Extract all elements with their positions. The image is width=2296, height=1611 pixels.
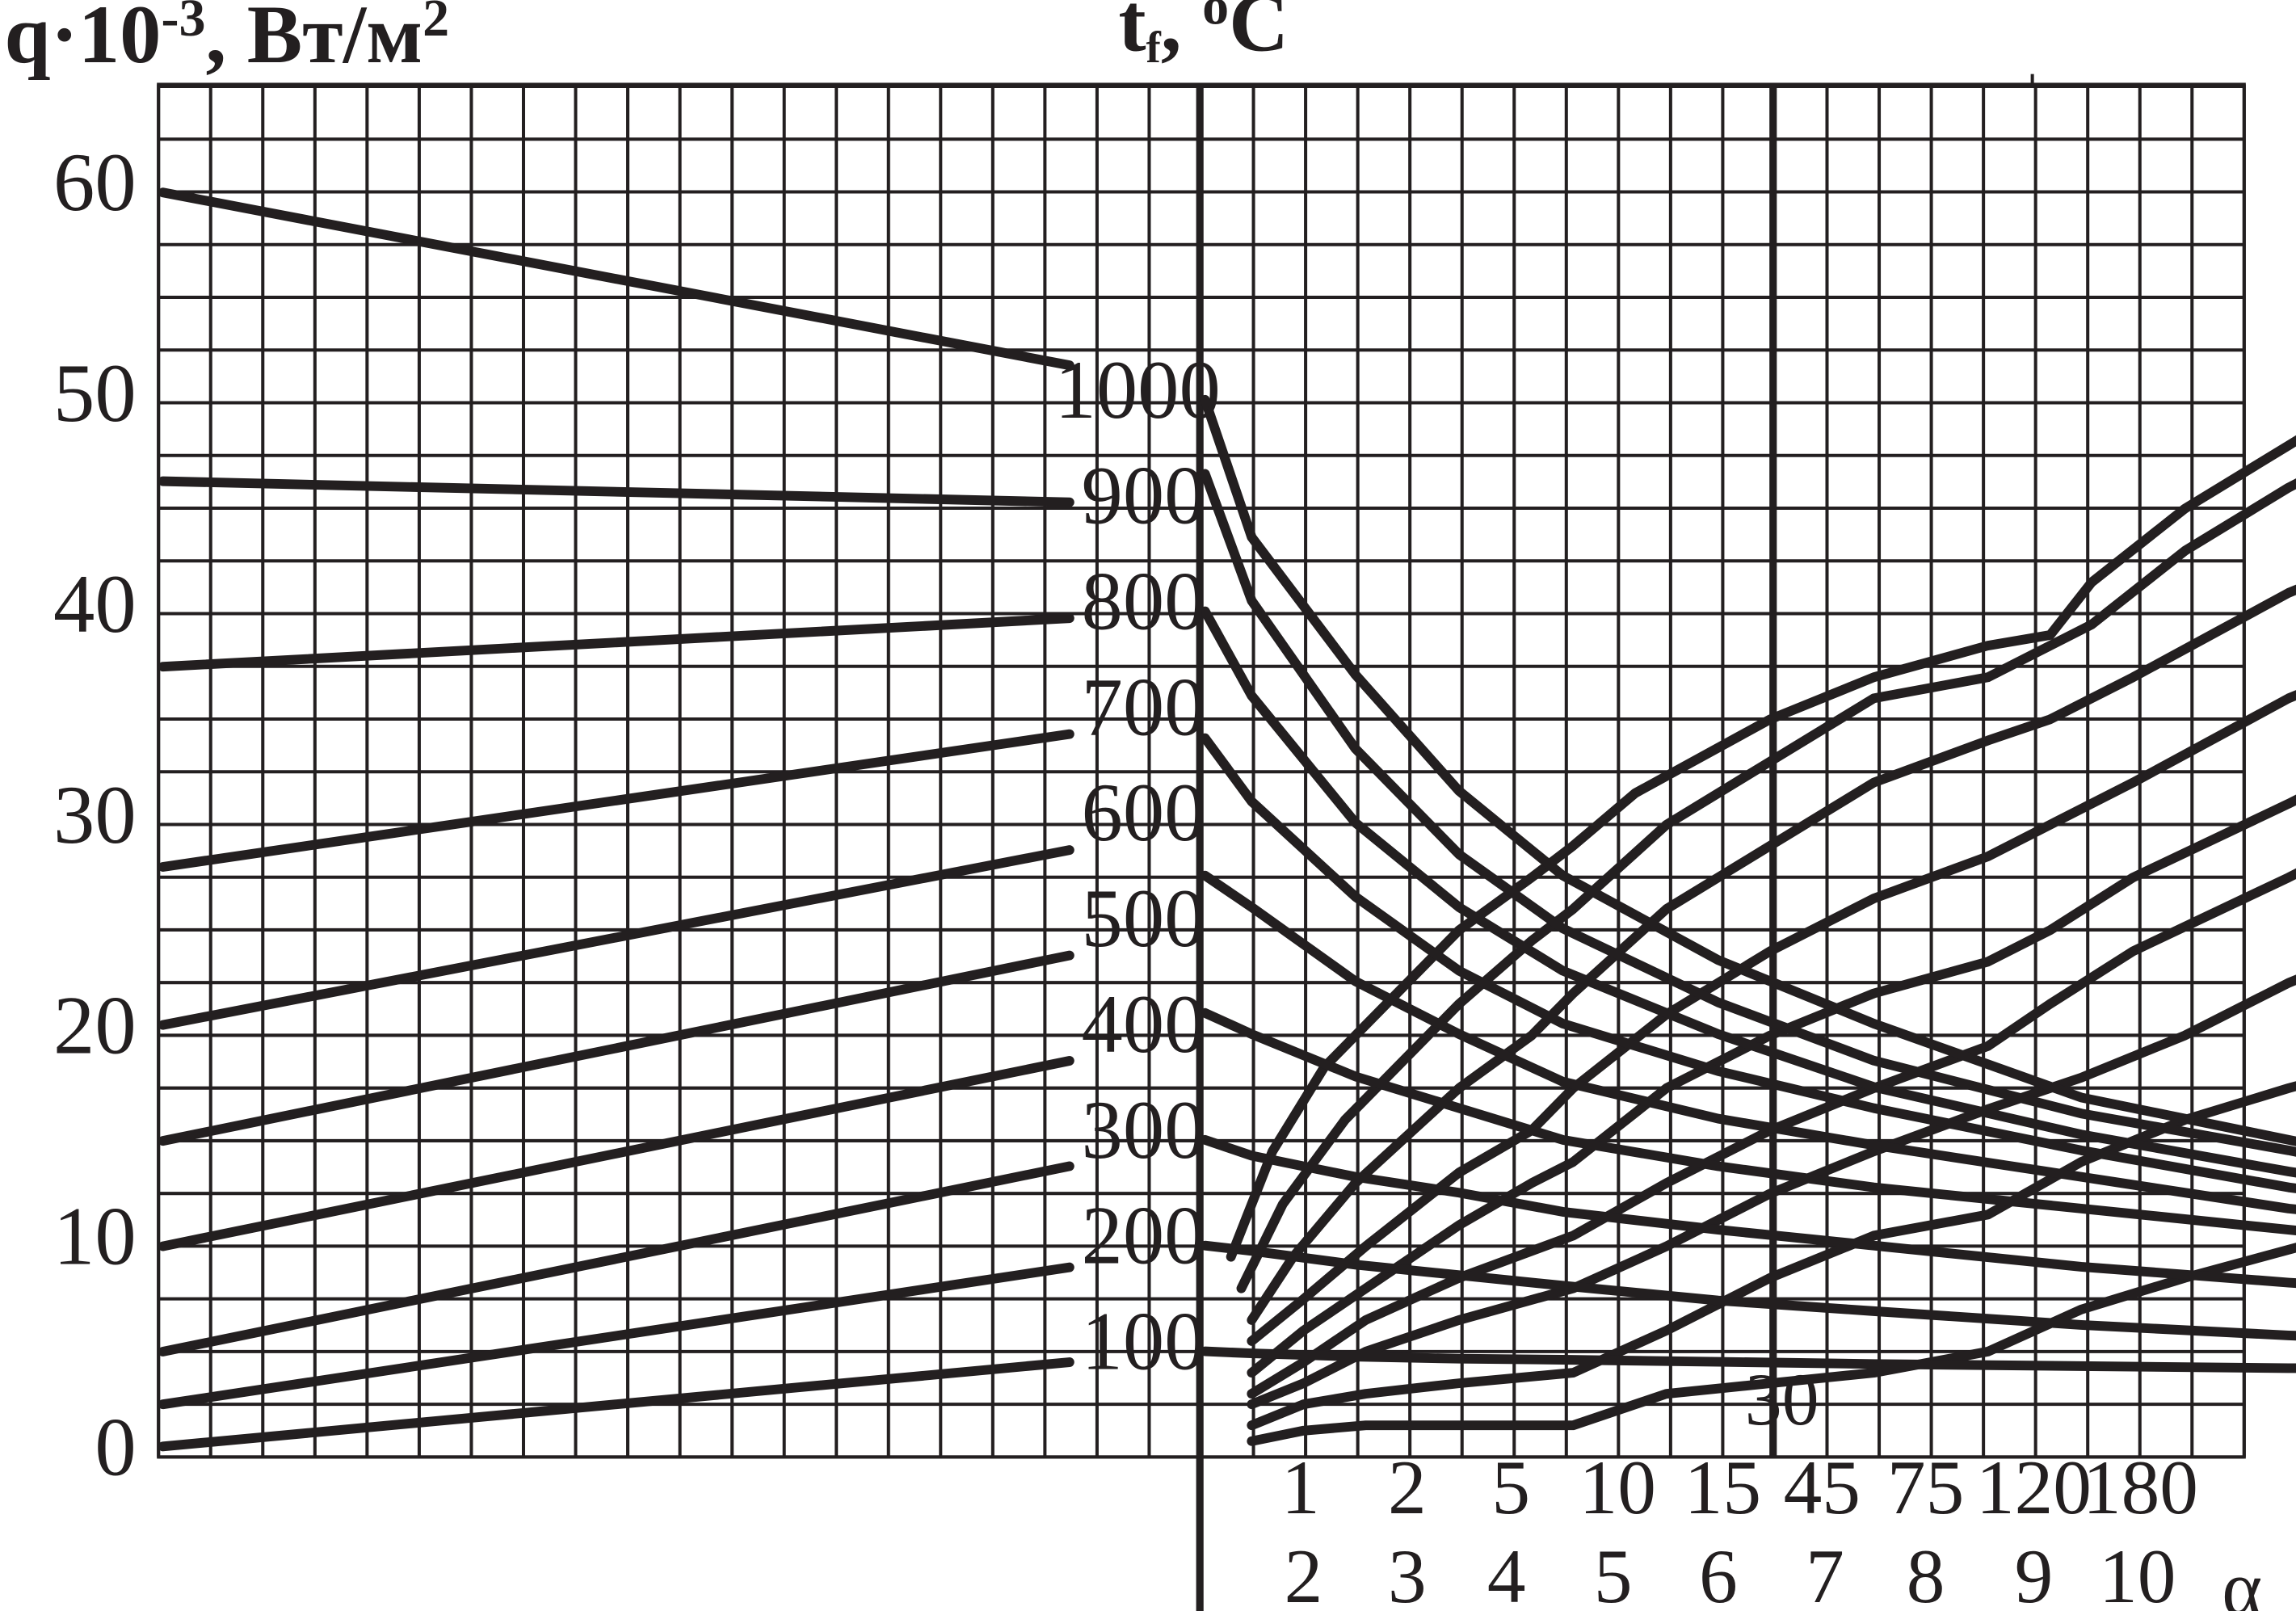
t-tick-label: 800 <box>1081 557 1205 648</box>
nomogram-line-400 <box>158 1056 1074 1251</box>
t-tick-label: 900 <box>1081 451 1205 542</box>
bottom-row1-label: 5 <box>1491 1445 1530 1530</box>
falling-curve <box>1200 1134 2296 1289</box>
nomogram-line-700 <box>158 729 1074 872</box>
falling-curve <box>1200 606 2296 1178</box>
rising-curve <box>1247 794 2296 1378</box>
bottom-row2-label: 8 <box>1907 1533 1945 1611</box>
rising-curve <box>1247 1081 2296 1431</box>
alpha-label: α <box>2222 1546 2262 1611</box>
y-tick-label: 30 <box>53 770 137 861</box>
rising-curve <box>1247 868 2296 1399</box>
falling-curve <box>1200 1240 2296 1341</box>
falling-curve <box>1200 733 2296 1193</box>
nomogram-line-100 <box>158 1357 1074 1452</box>
y-tick-label: 20 <box>53 981 137 1072</box>
bottom-row2-label: 6 <box>1699 1533 1738 1611</box>
bottom-row2-label: 5 <box>1594 1533 1633 1611</box>
curves <box>158 187 2296 1452</box>
nomogram-line-500 <box>158 950 1074 1146</box>
t-tick-labels: 100 200 300 400 500 600 700 800 900 1000 <box>1054 345 1220 1388</box>
y-tick-label: 40 <box>53 559 137 650</box>
y-tick-label: 60 <box>53 137 137 229</box>
nomogram-line-200 <box>158 1262 1074 1410</box>
bottom-row2-label: 9 <box>2015 1533 2054 1611</box>
falling-curve <box>1200 469 2296 1157</box>
bottom-row1-label: 120 <box>1976 1445 2092 1530</box>
bottom-row1-label: 75 <box>1887 1445 1964 1530</box>
y-tick-label: 50 <box>53 348 137 440</box>
bottom-row2-label: 4 <box>1487 1533 1526 1611</box>
falling-curve <box>1200 1346 2296 1373</box>
bottom-row2-label: 10 <box>2099 1533 2176 1611</box>
t-tick-label: 700 <box>1081 662 1205 753</box>
bottom-row2-label: 2 <box>1285 1533 1323 1611</box>
t-tick-label: 300 <box>1081 1085 1205 1176</box>
y-tick-label: 10 <box>53 1192 137 1283</box>
bottom-row1-label: 15 <box>1684 1445 1761 1530</box>
falling-curve <box>1200 1007 2296 1235</box>
nomogram-line-600 <box>158 845 1074 1030</box>
bottom-row1-label: 180 <box>2083 1445 2198 1530</box>
t-tick-label: 1000 <box>1054 345 1220 436</box>
bottom-row2-label: 7 <box>1806 1533 1844 1611</box>
annotation-30: 30 <box>1745 1358 1819 1441</box>
t-tick-label: 400 <box>1081 979 1205 1070</box>
bottom-row2-label: 3 <box>1388 1533 1427 1611</box>
bottom-row1-label: 45 <box>1784 1445 1861 1530</box>
nomogram-line-1000 <box>158 187 1074 371</box>
bottom-row1-label: 2 <box>1388 1445 1427 1530</box>
t-tick-label: 200 <box>1081 1191 1205 1282</box>
bottom-row1-label: 10 <box>1579 1445 1656 1530</box>
bottom-row1-label: 1 <box>1281 1445 1320 1530</box>
nomogram-line-900 <box>158 476 1074 507</box>
t-tick-label: 500 <box>1081 873 1205 965</box>
axes <box>157 74 2246 1611</box>
t-tick-label: 600 <box>1081 768 1205 859</box>
t-axis-title: tf, oC <box>1118 0 1289 72</box>
falling-curve <box>1200 870 2296 1214</box>
nomogram-line-300 <box>158 1161 1074 1357</box>
y-tick-labels: 0 10 20 30 40 50 60 <box>53 137 137 1493</box>
rising-curve <box>1247 690 2296 1346</box>
y-axis-title: q·10-3, Вт/м2 <box>5 0 450 81</box>
rising-curve <box>1226 435 2296 1262</box>
falling-curve <box>1200 394 2296 1146</box>
t-tick-label: 100 <box>1081 1297 1205 1388</box>
y-tick-label: 0 <box>95 1402 136 1493</box>
nomogram-line-800 <box>158 613 1074 672</box>
